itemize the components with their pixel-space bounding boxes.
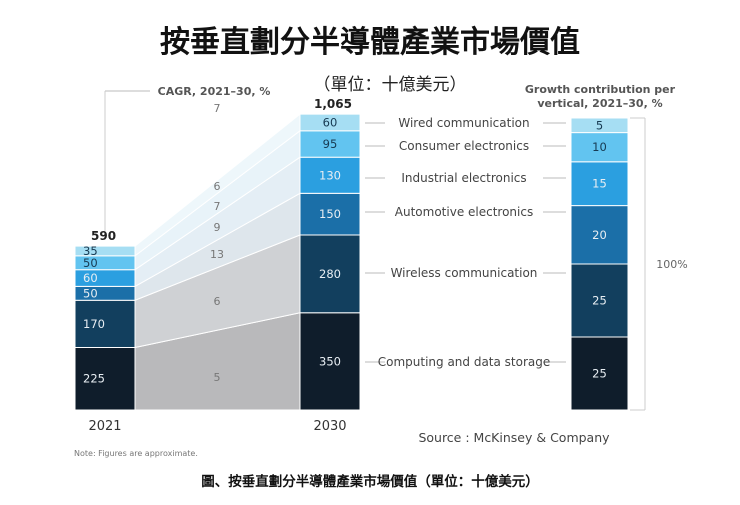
cagr-caption: CAGR, 2021–30, %: [158, 85, 271, 98]
segment-value-label: 35: [83, 244, 98, 258]
cagr-value: 9: [214, 221, 221, 234]
growth-value-label: 15: [592, 177, 607, 191]
segment-value-label: 50: [83, 256, 98, 270]
growth-value-label: 25: [592, 294, 607, 308]
growth-value-label: 5: [596, 118, 603, 132]
growth-contribution-bar: 25 25 20 15 10 5: [570, 117, 629, 411]
growth-caption-line2: vertical, 2021–30, %: [537, 97, 662, 110]
x-tick-label: 2030: [313, 419, 346, 434]
segment-value-label: 170: [83, 317, 105, 331]
vertical-name-label: Industrial electronics: [401, 171, 526, 185]
segment-value-label: 50: [83, 286, 98, 300]
growth-value-label: 20: [592, 228, 607, 242]
growth-total-label: 100%: [656, 258, 687, 271]
bar-segment: [74, 245, 136, 257]
vertical-name-label: Wired communication: [398, 116, 529, 130]
cagr-total-value: 7: [214, 102, 221, 115]
chart-title: 按垂直劃分半導體產業市場價值: [160, 25, 580, 60]
segment-value-label: 95: [323, 137, 338, 151]
vertical-name-label: Consumer electronics: [399, 139, 529, 153]
total-value-label: 1,065: [314, 97, 352, 111]
bar-segment: [299, 130, 361, 158]
bar-segment: [299, 234, 361, 314]
cagr-values: 5 6 13 9 7 6 7: [210, 102, 224, 384]
growth-value-label: 25: [592, 367, 607, 381]
growth-segment: [570, 132, 629, 163]
vertical-name-label: Automotive electronics: [395, 205, 533, 219]
vertical-name-label: Computing and data storage: [378, 355, 551, 369]
growth-value-label: 10: [592, 140, 607, 154]
chart-subtitle: （單位：十億美元）: [314, 75, 467, 95]
vertical-name-label: Wireless communication: [391, 266, 538, 280]
vertical-labels: Computing and data storage Wireless commu…: [365, 116, 566, 369]
segment-value-label: 350: [319, 354, 341, 368]
source-credit: Source : McKinsey & Company: [418, 430, 610, 445]
growth-segment: [570, 263, 629, 338]
cagr-value: 6: [214, 180, 221, 193]
growth-areas: [134, 113, 301, 411]
cagr-value: 13: [210, 248, 224, 261]
cagr-value: 5: [214, 371, 221, 384]
growth-caption-line1: Growth contribution per: [525, 83, 676, 96]
bar-segment: [299, 312, 361, 411]
bar-segment: [299, 156, 361, 194]
cagr-value: 7: [214, 200, 221, 213]
total-value-label: 590: [91, 229, 116, 243]
segment-value-label: 150: [319, 207, 341, 221]
stacked-bars: 22517050605035590202135028015013095601,0…: [74, 97, 361, 434]
figure-caption: 圖、按垂直劃分半導體產業市場價值（單位：十億美元）: [201, 473, 539, 490]
segment-value-label: 130: [319, 168, 341, 182]
growth-segment: [570, 336, 629, 411]
bar-segment: [299, 113, 361, 132]
segment-value-label: 60: [83, 271, 98, 285]
segment-value-label: 225: [83, 372, 105, 386]
x-tick-label: 2021: [88, 419, 121, 434]
growth-segment: [570, 161, 629, 207]
cagr-value: 6: [214, 295, 221, 308]
segment-value-label: 280: [319, 267, 341, 281]
bar-segment: [74, 346, 136, 411]
segment-value-label: 60: [323, 115, 338, 129]
footnote: Note: Figures are approximate.: [74, 449, 198, 458]
growth-segment: [570, 117, 629, 134]
